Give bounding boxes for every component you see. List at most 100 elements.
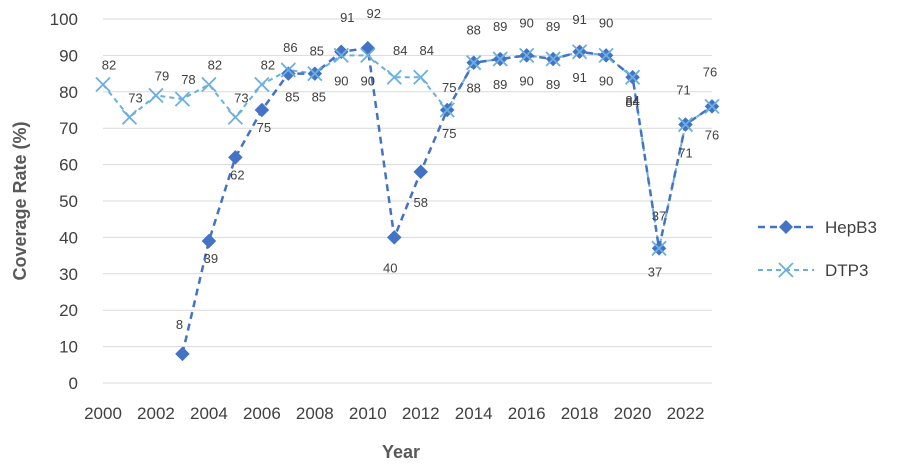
- data-label-dtp3: 84: [393, 43, 407, 58]
- data-point-dtp3: [254, 76, 270, 93]
- y-tick-label: 50: [59, 192, 78, 211]
- data-label-hepb3: 89: [493, 19, 507, 34]
- data-label-dtp3: 82: [261, 58, 275, 73]
- y-tick-label: 10: [59, 338, 78, 357]
- data-point-dtp3: [598, 47, 614, 64]
- x-tick-label: 2000: [84, 404, 122, 423]
- data-label-dtp3: 37: [648, 264, 662, 279]
- data-label-dtp3: 73: [128, 90, 142, 105]
- y-tick-label: 60: [59, 156, 78, 175]
- data-label-dtp3: 89: [493, 77, 507, 92]
- data-point-dtp3: [95, 76, 111, 93]
- legend-label-dtp3: DTP3: [825, 261, 868, 280]
- data-point-hepb3: [280, 66, 296, 81]
- y-tick-label: 100: [50, 10, 78, 29]
- x-tick-label: 2014: [455, 404, 493, 423]
- data-point-hepb3: [386, 230, 402, 245]
- x-tick-label: 2008: [296, 404, 334, 423]
- data-label-hepb3: 88: [466, 23, 480, 38]
- series-markers: [95, 40, 720, 362]
- data-point-dtp3: [227, 109, 244, 125]
- data-point-dtp3: [677, 116, 694, 133]
- data-label-dtp3: 88: [466, 81, 480, 96]
- y-tick-label: 80: [59, 83, 78, 102]
- data-point-hepb3: [201, 233, 217, 249]
- data-label-hepb3: 90: [519, 15, 533, 30]
- y-tick-label: 30: [59, 265, 78, 284]
- data-label-dtp3: 90: [519, 73, 533, 88]
- data-point-dtp3: [545, 51, 561, 67]
- data-label-hepb3: 58: [414, 195, 428, 210]
- data-point-hepb3: [228, 149, 243, 165]
- data-label-hepb3: 37: [652, 208, 666, 223]
- legend-dtp3-x-marker: [778, 262, 794, 278]
- y-axis-ticks: 0 10 20 30 40 50 60 70 80 90 100: [50, 10, 78, 393]
- legend-item-dtp3: DTP3: [758, 261, 868, 280]
- data-label-hepb3: 90: [599, 15, 613, 30]
- x-axis-ticks: 2000 2002 2004 2006 2008 2010 2012 2014 2016 2018…: [84, 404, 704, 423]
- data-label-dtp3: 85: [310, 44, 324, 59]
- data-point-dtp3: [280, 62, 296, 78]
- data-point-dtp3: [360, 47, 376, 64]
- data-label-hepb3: 85: [285, 90, 299, 105]
- data-label-hepb3: 91: [340, 10, 354, 25]
- data-label-dtp3: 84: [625, 95, 639, 110]
- data-label-hepb3: 39: [204, 251, 218, 266]
- legend-label-hepb3: HepB3: [825, 218, 877, 237]
- x-axis-title: Year: [382, 442, 420, 462]
- data-point-dtp3: [466, 55, 482, 71]
- data-label-hepb3: 89: [546, 19, 560, 34]
- y-tick-label: 20: [59, 301, 78, 320]
- data-label-dtp3: 75: [442, 80, 456, 95]
- data-point-dtp3: [201, 76, 217, 93]
- data-label-dtp3: 78: [181, 72, 195, 87]
- data-label-dtp3: 90: [599, 73, 613, 88]
- data-point-hepb3: [360, 40, 376, 56]
- data-label-hepb3: 91: [572, 12, 586, 27]
- x-tick-label: 2010: [349, 404, 387, 423]
- y-tick-label: 40: [59, 228, 78, 247]
- x-tick-label: 2020: [614, 404, 652, 423]
- data-label-hepb3: 76: [705, 127, 719, 142]
- data-point-hepb3: [413, 164, 429, 180]
- data-label-hepb3: 62: [230, 167, 244, 182]
- legend: HepB3 DTP3: [758, 218, 877, 280]
- x-tick-label: 2018: [561, 404, 599, 423]
- data-label-hepb3: 8: [176, 317, 183, 332]
- y-tick-label: 90: [59, 46, 78, 65]
- data-label-dtp3: 90: [334, 73, 348, 88]
- data-point-dtp3: [333, 47, 349, 64]
- data-point-hepb3: [254, 102, 270, 118]
- data-label-dtp3: 71: [676, 83, 690, 98]
- data-label-dtp3: 79: [155, 68, 169, 83]
- data-label-dtp3: 76: [703, 64, 717, 79]
- data-label-dtp3: 91: [572, 70, 586, 85]
- data-label-dtp3: 84: [420, 43, 434, 58]
- data-label-dtp3: 90: [361, 73, 375, 88]
- data-label-hepb3: 85: [312, 90, 326, 105]
- x-tick-label: 2006: [243, 404, 281, 423]
- data-label-dtp3: 73: [234, 90, 248, 105]
- data-label-dtp3: 82: [208, 58, 222, 73]
- data-point-hepb3: [333, 44, 349, 60]
- data-label-dtp3: 86: [283, 40, 297, 55]
- data-label-hepb3: 40: [383, 260, 397, 275]
- data-label-dtp3: 89: [546, 77, 560, 92]
- y-tick-label: 70: [59, 119, 78, 138]
- x-tick-label: 2002: [137, 404, 175, 423]
- data-label-hepb3: 75: [257, 120, 271, 135]
- data-point-dtp3: [307, 65, 323, 82]
- data-point-dtp3: [386, 69, 402, 85]
- data-point-dtp3: [571, 44, 588, 60]
- y-tick-label: 0: [69, 374, 78, 393]
- y-axis-title: Coverage Rate (%): [10, 121, 30, 280]
- data-point-dtp3: [174, 91, 191, 107]
- data-point-dtp3: [519, 47, 535, 64]
- data-point-dtp3: [121, 109, 138, 125]
- data-point-hepb3: [175, 346, 190, 362]
- x-tick-label: 2016: [508, 404, 546, 423]
- x-tick-label: 2004: [190, 404, 228, 423]
- x-tick-label: 2012: [402, 404, 440, 423]
